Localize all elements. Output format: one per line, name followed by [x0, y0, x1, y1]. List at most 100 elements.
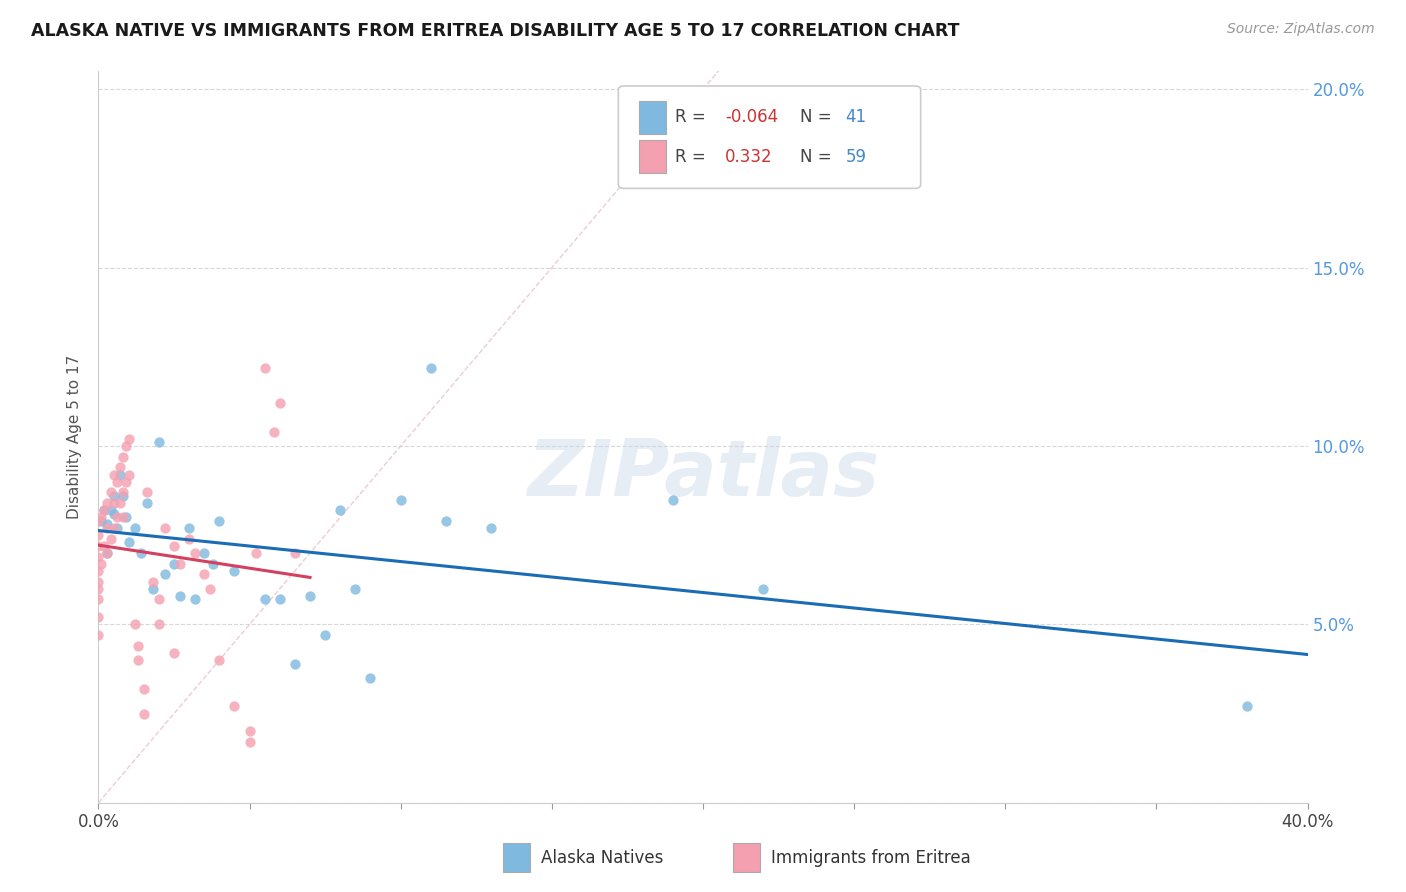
Text: 59: 59 — [845, 148, 866, 166]
Point — [169, 589, 191, 603]
Point — [142, 582, 165, 596]
Point — [284, 657, 307, 671]
Text: N =: N = — [800, 109, 837, 127]
Point — [90, 514, 112, 528]
Point — [111, 450, 134, 464]
Point — [208, 653, 231, 667]
Point — [124, 521, 146, 535]
Point — [118, 432, 141, 446]
FancyBboxPatch shape — [638, 101, 665, 134]
Point — [114, 510, 136, 524]
Point — [96, 521, 118, 535]
Point — [420, 360, 443, 375]
Point — [96, 546, 118, 560]
Point — [93, 539, 115, 553]
FancyBboxPatch shape — [619, 86, 921, 188]
Point — [269, 396, 291, 410]
Point — [124, 617, 146, 632]
Point — [179, 521, 201, 535]
Point — [87, 628, 110, 642]
Point — [127, 653, 149, 667]
Point — [153, 567, 176, 582]
Text: 41: 41 — [845, 109, 868, 127]
Point — [103, 521, 125, 535]
Point — [253, 592, 276, 607]
Point — [111, 489, 134, 503]
Point — [284, 546, 307, 560]
Point — [148, 435, 170, 450]
Point — [1236, 699, 1258, 714]
Text: N =: N = — [800, 148, 837, 166]
Point — [87, 592, 110, 607]
Point — [148, 592, 170, 607]
Point — [96, 546, 118, 560]
Text: ALASKA NATIVE VS IMMIGRANTS FROM ERITREA DISABILITY AGE 5 TO 17 CORRELATION CHAR: ALASKA NATIVE VS IMMIGRANTS FROM ERITREA… — [31, 22, 959, 40]
Point — [434, 514, 457, 528]
FancyBboxPatch shape — [503, 843, 530, 872]
Point — [93, 503, 115, 517]
Point — [108, 460, 131, 475]
Text: Immigrants from Eritrea: Immigrants from Eritrea — [770, 848, 970, 867]
Point — [103, 507, 125, 521]
Point — [96, 517, 118, 532]
Point — [239, 724, 262, 739]
Point — [103, 467, 125, 482]
Point — [114, 475, 136, 489]
Point — [314, 628, 336, 642]
Point — [299, 589, 322, 603]
Point — [360, 671, 382, 685]
Point — [263, 425, 285, 439]
Point — [389, 492, 412, 507]
Text: R =: R = — [675, 109, 711, 127]
Point — [661, 492, 683, 507]
Text: -0.064: -0.064 — [724, 109, 778, 127]
Point — [105, 510, 128, 524]
Point — [153, 521, 176, 535]
Point — [87, 528, 110, 542]
Point — [163, 557, 186, 571]
Point — [118, 467, 141, 482]
Point — [344, 582, 367, 596]
Text: ZIPatlas: ZIPatlas — [527, 435, 879, 512]
Text: R =: R = — [675, 148, 711, 166]
Point — [93, 503, 115, 517]
FancyBboxPatch shape — [734, 843, 759, 872]
Point — [329, 503, 352, 517]
Point — [193, 546, 215, 560]
Point — [90, 510, 112, 524]
Text: Source: ZipAtlas.com: Source: ZipAtlas.com — [1227, 22, 1375, 37]
Point — [148, 617, 170, 632]
Point — [100, 485, 122, 500]
Point — [163, 539, 186, 553]
Point — [87, 564, 110, 578]
Point — [129, 546, 152, 560]
Point — [208, 514, 231, 528]
Point — [87, 610, 110, 624]
Point — [100, 532, 122, 546]
Point — [103, 489, 125, 503]
Point — [481, 521, 503, 535]
Point — [179, 532, 201, 546]
Point — [111, 485, 134, 500]
Point — [135, 485, 157, 500]
Point — [87, 574, 110, 589]
Point — [239, 735, 262, 749]
Point — [269, 592, 291, 607]
Point — [224, 699, 246, 714]
Point — [105, 521, 128, 535]
Point — [87, 539, 110, 553]
Point — [127, 639, 149, 653]
Point — [163, 646, 186, 660]
Point — [253, 360, 276, 375]
Point — [142, 574, 165, 589]
Point — [193, 567, 215, 582]
Point — [118, 535, 141, 549]
Point — [132, 681, 155, 696]
Point — [245, 546, 267, 560]
Point — [202, 557, 225, 571]
Point — [108, 496, 131, 510]
Text: Alaska Natives: Alaska Natives — [541, 848, 664, 867]
Point — [132, 706, 155, 721]
Point — [169, 557, 191, 571]
Text: 0.332: 0.332 — [724, 148, 772, 166]
